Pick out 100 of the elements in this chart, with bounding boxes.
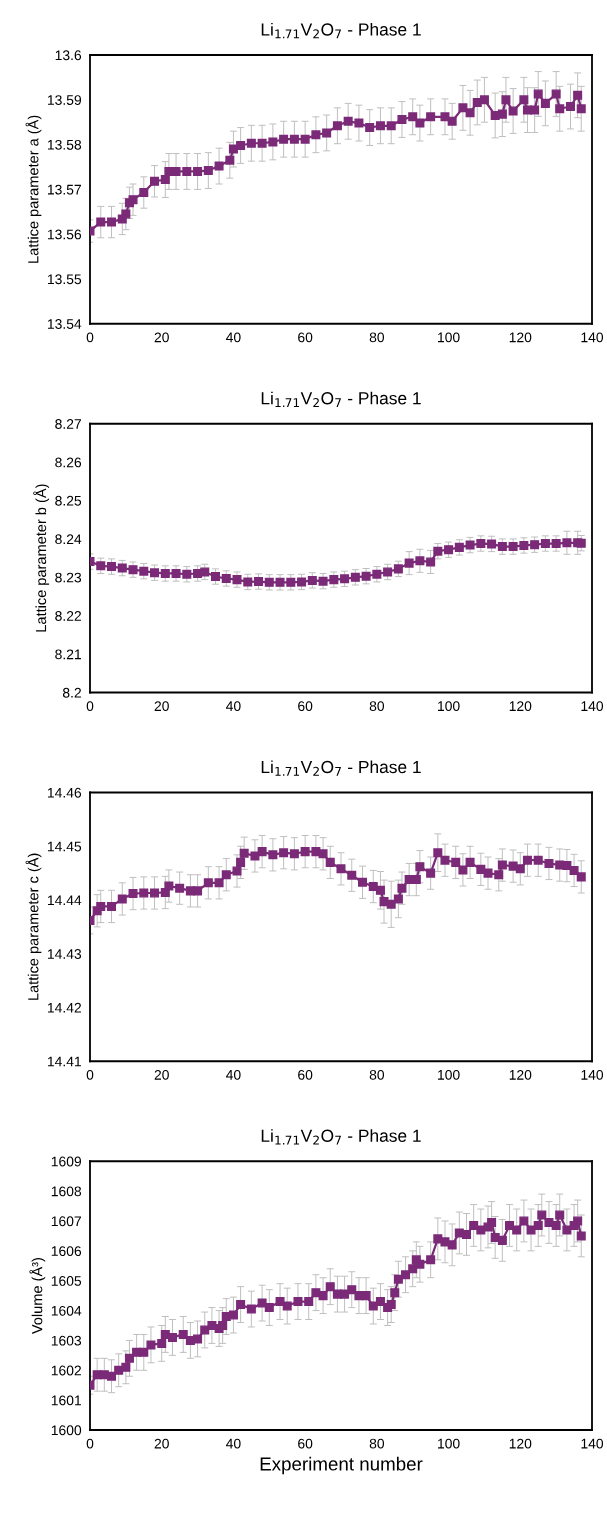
y-tick-label: 8.2 [62,687,81,698]
point [254,577,264,587]
chart-title: Li$_{1.71}$V$_{2}$O$_{7}$ - Phase 1 [261,1129,421,1145]
point [440,112,450,122]
x-tick-label: 20 [154,701,169,712]
point [257,847,267,857]
point [210,572,221,582]
x-tick-label: 100 [438,1438,460,1449]
point [397,883,407,893]
x-tick-label: 60 [298,1069,313,1080]
point [96,561,106,571]
point [476,539,486,549]
y-tick-label: 8.25 [55,495,82,506]
point [150,568,160,578]
x-tick-label: 100 [438,701,460,712]
point [117,563,127,573]
point [483,868,493,878]
point [96,217,106,227]
y-tick-label: 8.24 [55,534,82,545]
point [203,878,213,888]
x-tick-label: 80 [369,1069,385,1080]
x-tick-label: 40 [226,701,241,712]
point [257,138,267,148]
point [311,847,321,857]
x-tick-label: 140 [581,1438,604,1449]
y-tick-label: 1608 [51,1186,82,1197]
point [447,116,457,126]
point [221,573,231,583]
point [128,195,138,205]
point [494,870,504,880]
point [340,574,350,584]
point [300,847,310,857]
x-tick-label: 100 [438,332,460,343]
x-tick-label: 20 [154,1069,169,1080]
point [160,175,170,185]
point [203,166,213,176]
point [458,865,468,875]
x-tick-label: 40 [226,1069,241,1080]
y-tick-label: 8.26 [55,457,82,468]
point [332,121,342,131]
point [415,556,425,566]
x-tick-label: 0 [86,1438,94,1449]
y-tick-label: 13.56 [47,229,82,240]
y-tick-label: 14.42 [47,1002,81,1013]
point [361,571,371,581]
point [576,104,586,114]
point [275,577,285,587]
point [454,542,464,552]
x-tick-label: 120 [509,701,532,712]
point [182,569,192,579]
x-tick-label: 0 [86,332,94,343]
point [297,577,307,587]
point [573,90,583,100]
point [393,564,403,574]
y-tick-label: 14.44 [47,895,82,906]
point [286,577,296,587]
point [397,114,407,125]
point [533,855,543,865]
point [343,116,353,126]
y-tick-label: 1607 [51,1216,81,1227]
point [476,864,486,874]
point [458,103,468,113]
point [551,539,561,549]
point [289,134,299,144]
point [515,864,525,874]
chart-title: Li$_{1.71}$V$_{2}$O$_{7}$ - Phase 1 [261,391,421,408]
point [193,166,203,176]
y-tick-label: 1601 [51,1395,81,1406]
point [465,857,475,867]
point [508,106,518,116]
point [540,98,550,108]
y-tick-label: 1602 [51,1365,81,1376]
point [465,540,475,550]
y-tick-label: 8.21 [55,649,81,660]
point [350,572,360,582]
y-tick-label: 13.57 [47,184,81,195]
y-axis-title: Volume (Å³) [29,1258,46,1335]
y-tick-label: 1600 [51,1425,82,1436]
point [565,101,576,112]
point [372,569,382,579]
x-tick-label: 140 [581,332,604,343]
point [555,104,565,114]
point [106,901,117,911]
x-tick-label: 20 [154,332,169,343]
x-tick-label: 60 [298,701,313,712]
point [246,138,256,148]
point [182,166,192,176]
point [487,539,497,549]
y-tick-label: 1605 [51,1276,82,1286]
point [329,575,339,585]
point [569,865,579,875]
point [200,567,210,577]
point [365,123,375,133]
y-tick-label: 13.59 [47,95,82,105]
point [530,105,540,115]
point [139,888,149,898]
point [393,894,403,904]
point [383,567,393,577]
point [117,894,127,904]
point [214,878,224,888]
